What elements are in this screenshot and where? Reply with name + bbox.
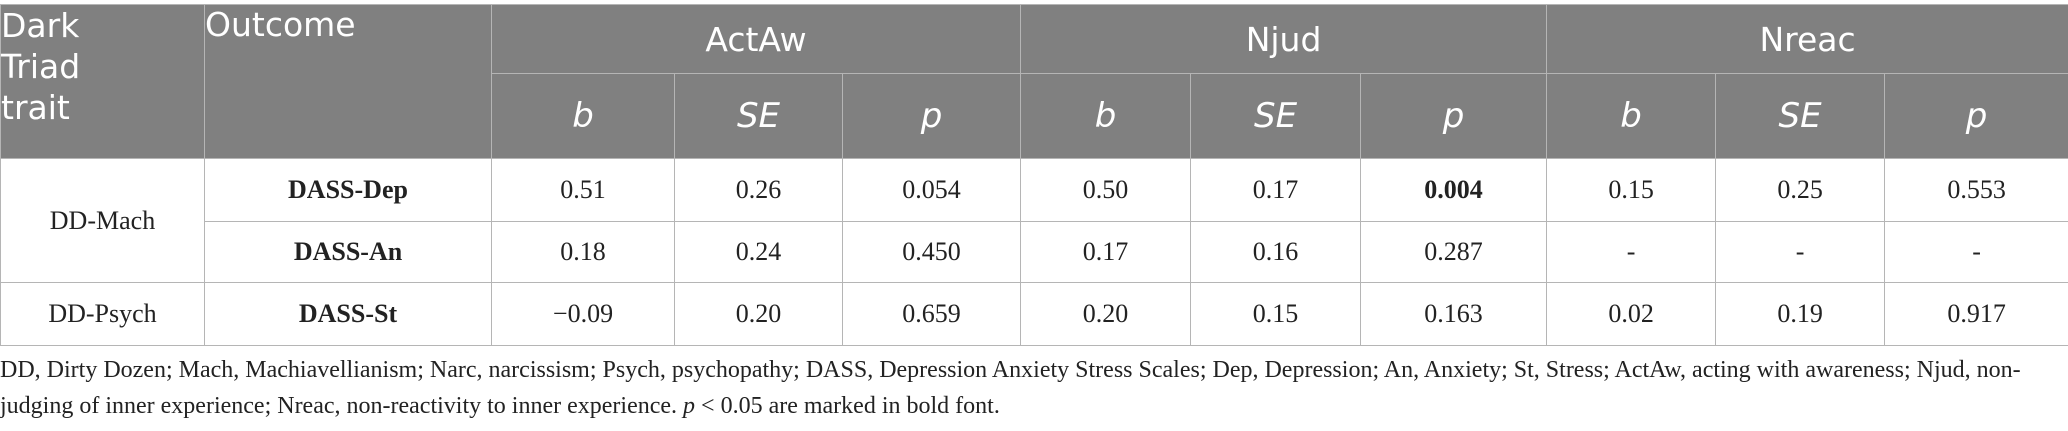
value-cell: 0.24 xyxy=(674,221,843,283)
trait-cell: DD-Psych xyxy=(0,282,205,346)
header-actaw-b: b xyxy=(491,73,675,159)
header-group-nreac: Nreac xyxy=(1546,4,2068,74)
value-cell: 0.17 xyxy=(1190,158,1362,222)
value-cell: 0.553 xyxy=(1884,158,2068,222)
outcome-cell: DASS-St xyxy=(204,282,492,346)
value-cell: 0.163 xyxy=(1360,282,1548,346)
value-cell: 0.26 xyxy=(674,158,843,222)
header-nreac-b: b xyxy=(1546,73,1717,159)
value-cell: 0.17 xyxy=(1020,221,1192,283)
value-cell: - xyxy=(1884,221,2068,283)
outcome-cell: DASS-An xyxy=(204,221,492,283)
value-cell: 0.16 xyxy=(1190,221,1362,283)
trait-cell: DD-Mach xyxy=(0,158,205,283)
table-row: DD-Mach DASS-Dep 0.51 0.26 0.054 0.50 0.… xyxy=(0,158,2068,283)
value-cell: 0.20 xyxy=(674,282,843,346)
value-cell: 0.917 xyxy=(1884,282,2068,346)
value-cell: 0.02 xyxy=(1546,282,1717,346)
table-row: DASS-An 0.18 0.24 0.450 0.17 0.16 0.287 … xyxy=(1,221,2068,283)
header-row-groups: Dark Triad trait Outcome ActAw Njud Nreac xyxy=(0,4,2068,159)
value-cell: 0.15 xyxy=(1190,282,1362,346)
header-row-stats: b SE p b SE p b SE p xyxy=(1,73,2068,159)
header-nreac-se: SE xyxy=(1715,73,1886,159)
footnote-significance-note: < 0.05 are marked in bold font. xyxy=(695,393,1000,419)
value-cell: 0.50 xyxy=(1020,158,1192,222)
value-cell: 0.25 xyxy=(1715,158,1886,222)
header-actaw-p: p xyxy=(841,73,1022,159)
header-group-actaw: ActAw xyxy=(490,4,1022,74)
value-cell: 0.19 xyxy=(1715,282,1886,346)
header-actaw-se: SE xyxy=(674,73,843,159)
results-table: Dark Triad trait Outcome ActAw Njud Nreac … xyxy=(0,4,2068,346)
value-cell: −0.09 xyxy=(491,282,675,346)
value-cell: 0.659 xyxy=(841,282,1022,346)
outcome-cell: DASS-Dep xyxy=(204,158,492,222)
value-cell: 0.20 xyxy=(1020,282,1192,346)
header-group-njud: Njud xyxy=(1020,4,1548,74)
table-row: DD-Psych DASS-St −0.09 0.20 0.659 0.20 0… xyxy=(0,282,2068,346)
table-footnote: DD, Dirty Dozen; Mach, Machiavellianism;… xyxy=(0,352,2040,424)
footnote-p-symbol: p xyxy=(683,393,696,419)
value-cell: 0.15 xyxy=(1546,158,1717,222)
value-cell: 0.18 xyxy=(491,221,675,283)
value-cell: 0.054 xyxy=(841,158,1022,222)
value-cell: 0.287 xyxy=(1360,221,1548,283)
header-dark-triad-trait: Dark Triad trait xyxy=(0,4,205,159)
header-njud-p: p xyxy=(1360,73,1548,159)
header-nreac-p: p xyxy=(1884,73,2068,159)
significant-value-cell: 0.004 xyxy=(1360,158,1548,222)
header-outcome: Outcome xyxy=(204,4,492,159)
value-cell: 0.450 xyxy=(841,221,1022,283)
value-cell: - xyxy=(1715,221,1886,283)
header-njud-se: SE xyxy=(1190,73,1362,159)
value-cell: - xyxy=(1546,221,1717,283)
value-cell: 0.51 xyxy=(491,158,675,222)
footnote-abbreviations: DD, Dirty Dozen; Mach, Machiavellianism;… xyxy=(0,357,2021,419)
header-njud-b: b xyxy=(1020,73,1192,159)
